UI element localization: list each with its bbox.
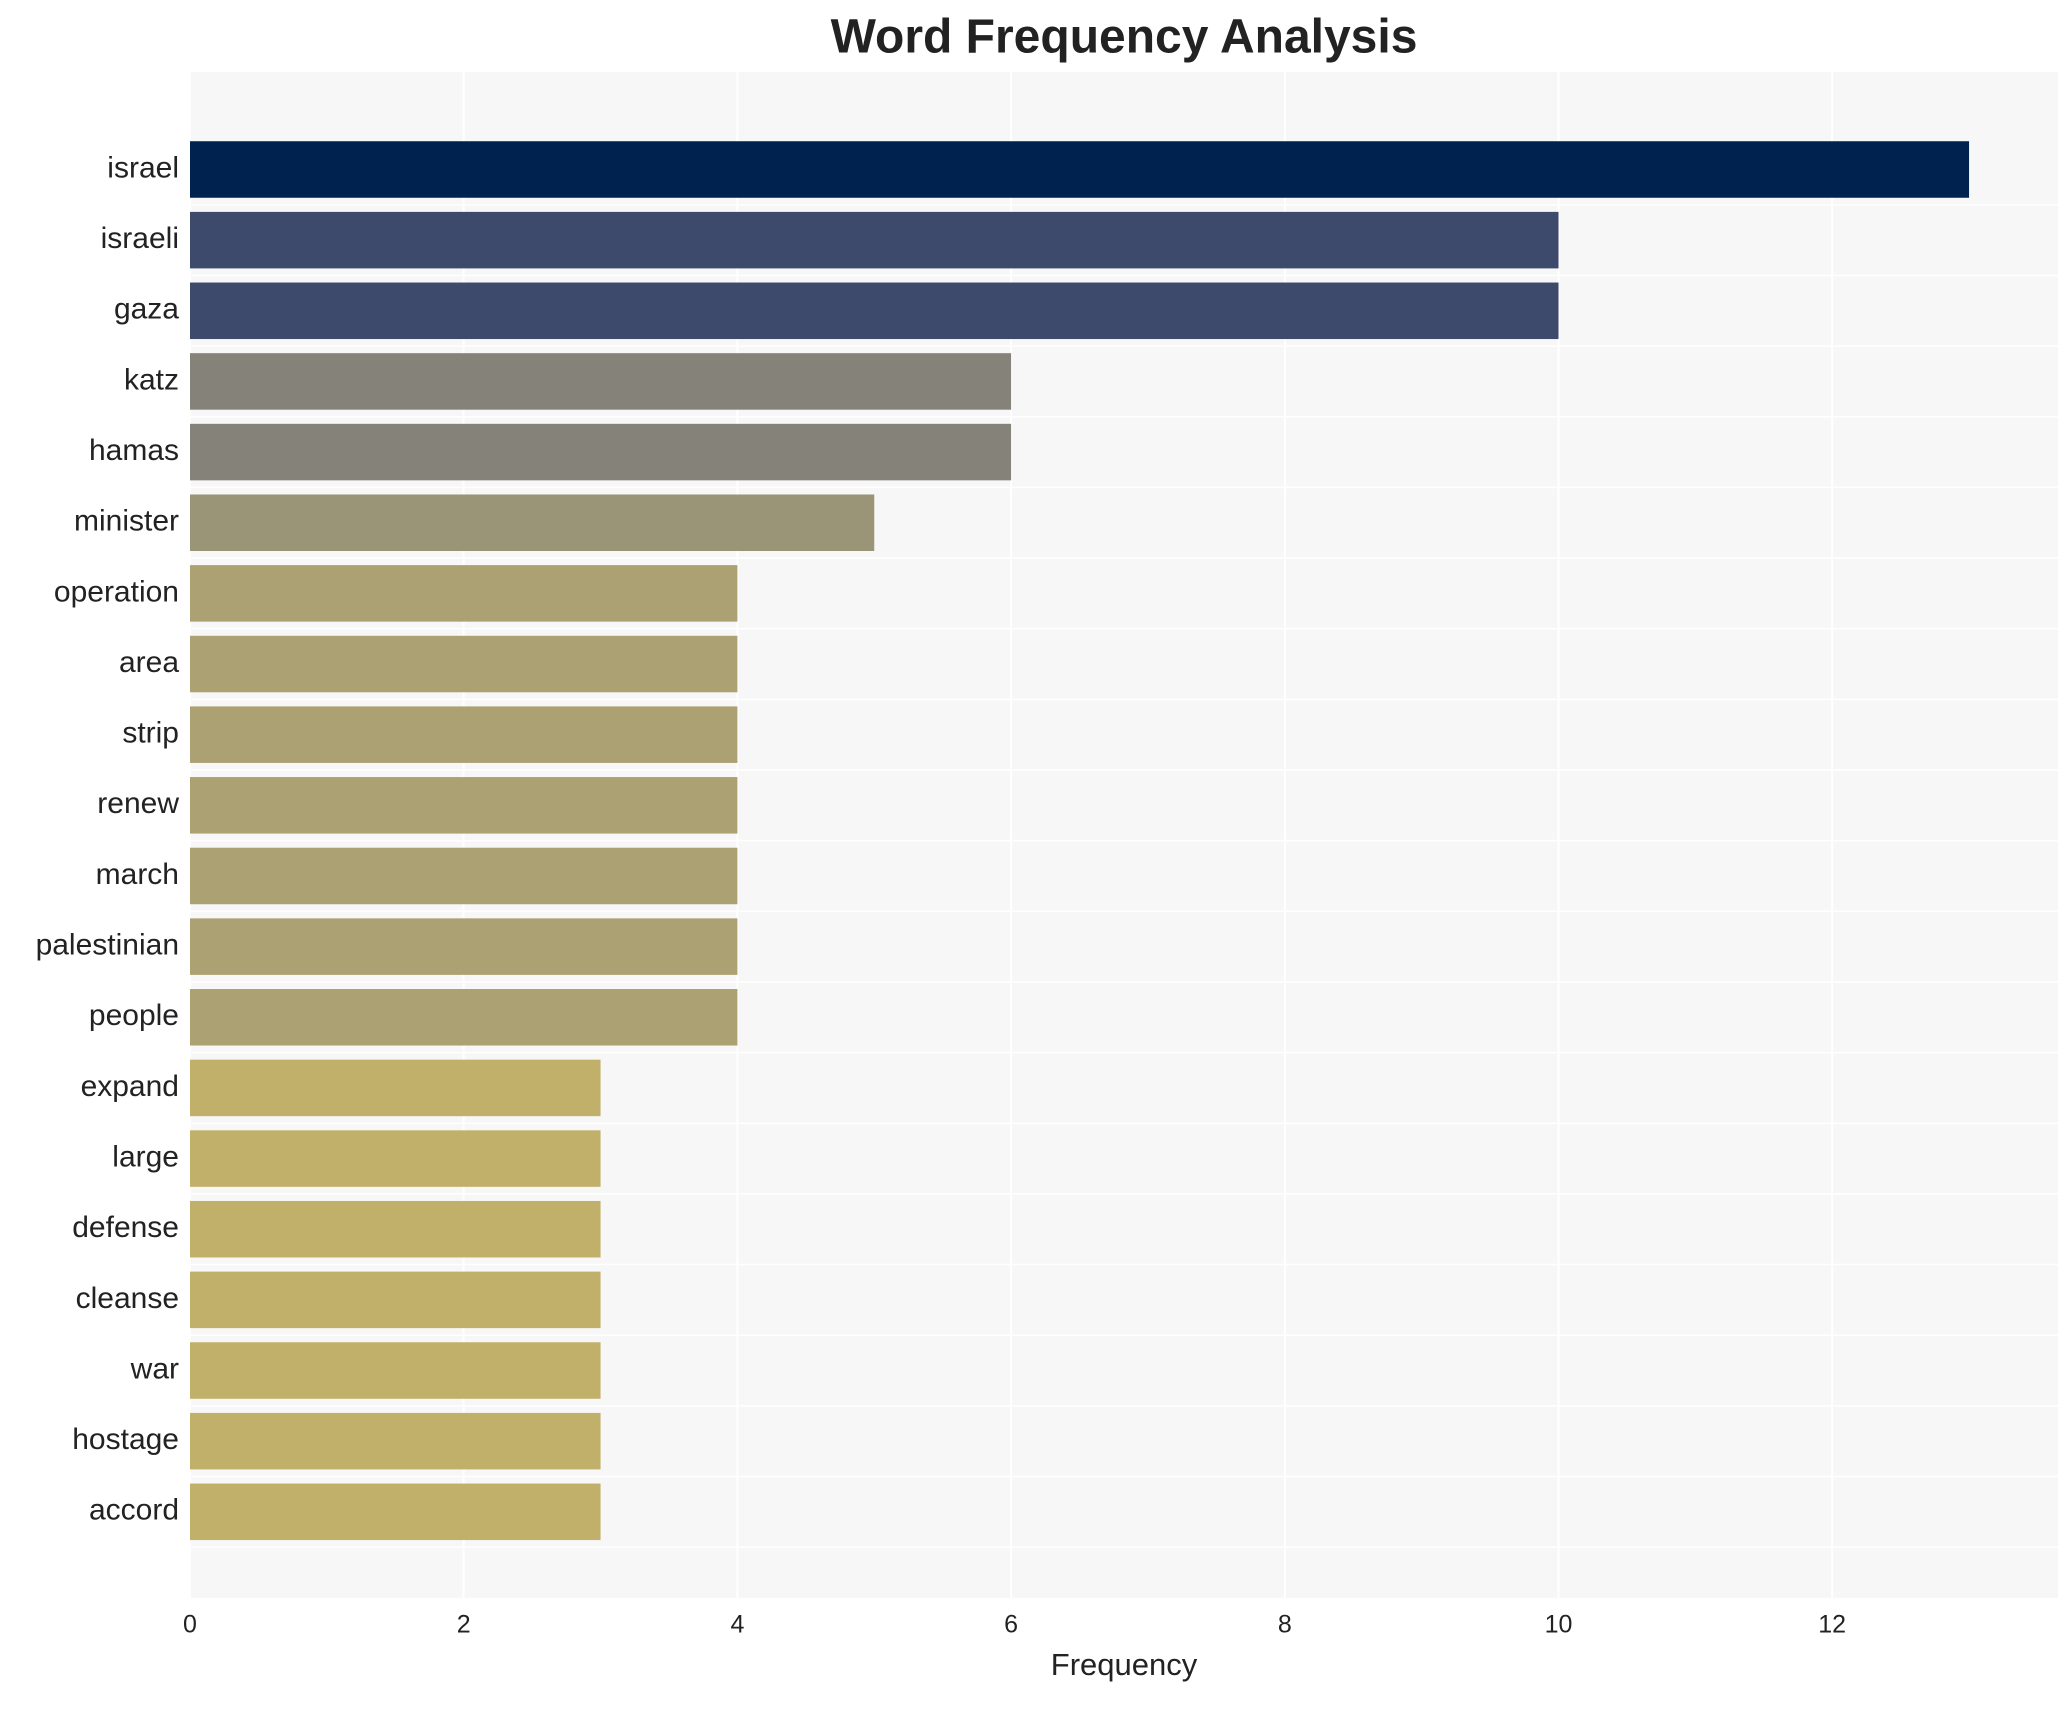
bar (190, 1200, 601, 1258)
bar (190, 211, 1559, 269)
y-tick-label: hamas (89, 434, 179, 467)
y-tick-label: large (112, 1140, 179, 1173)
chart-title: Word Frequency Analysis (831, 11, 1418, 64)
y-tick-label: war (130, 1352, 179, 1385)
x-tick-label: 2 (457, 1611, 471, 1639)
bar (190, 1059, 601, 1117)
bar (190, 423, 1012, 481)
x-axis-label: Frequency (1051, 1647, 1198, 1682)
y-tick-label: gaza (114, 293, 179, 326)
y-tick-label: israel (107, 151, 179, 184)
bar (190, 1412, 601, 1470)
bar (190, 918, 738, 975)
y-tick-label: renew (97, 787, 179, 820)
x-tick-label: 10 (1545, 1611, 1573, 1639)
bar (190, 1483, 601, 1541)
y-tick-label: defense (72, 1211, 179, 1244)
y-tick-label: people (89, 999, 179, 1032)
y-tick-label: area (119, 646, 179, 679)
bar (190, 353, 1012, 410)
y-tick-label: strip (122, 717, 179, 750)
bar (190, 989, 738, 1046)
x-tick-label: 12 (1818, 1611, 1846, 1639)
bar (190, 494, 875, 551)
bar (190, 565, 738, 622)
x-tick-label: 6 (1004, 1611, 1018, 1639)
x-tick-label: 4 (730, 1611, 744, 1639)
bar (190, 847, 738, 905)
bar (190, 282, 1559, 340)
bar (190, 777, 738, 834)
y-tick-label: minister (74, 505, 179, 538)
y-tick-label: katz (124, 363, 179, 396)
bar (190, 141, 1970, 198)
bar (190, 1342, 601, 1399)
x-tick-label: 0 (183, 1611, 197, 1639)
y-tick-label: hostage (72, 1423, 179, 1456)
y-tick-label: cleanse (76, 1282, 179, 1315)
y-tick-label: march (96, 858, 179, 891)
y-tick-label: accord (89, 1494, 179, 1527)
y-tick-label: israeli (101, 222, 179, 255)
x-tick-label: 8 (1278, 1611, 1292, 1639)
bar (190, 706, 738, 763)
y-tick-label: operation (54, 575, 179, 608)
y-tick-label: palestinian (36, 929, 179, 962)
bar (190, 1130, 601, 1187)
y-tick-label: expand (81, 1070, 179, 1103)
bar (190, 635, 738, 693)
bar (190, 1271, 601, 1329)
